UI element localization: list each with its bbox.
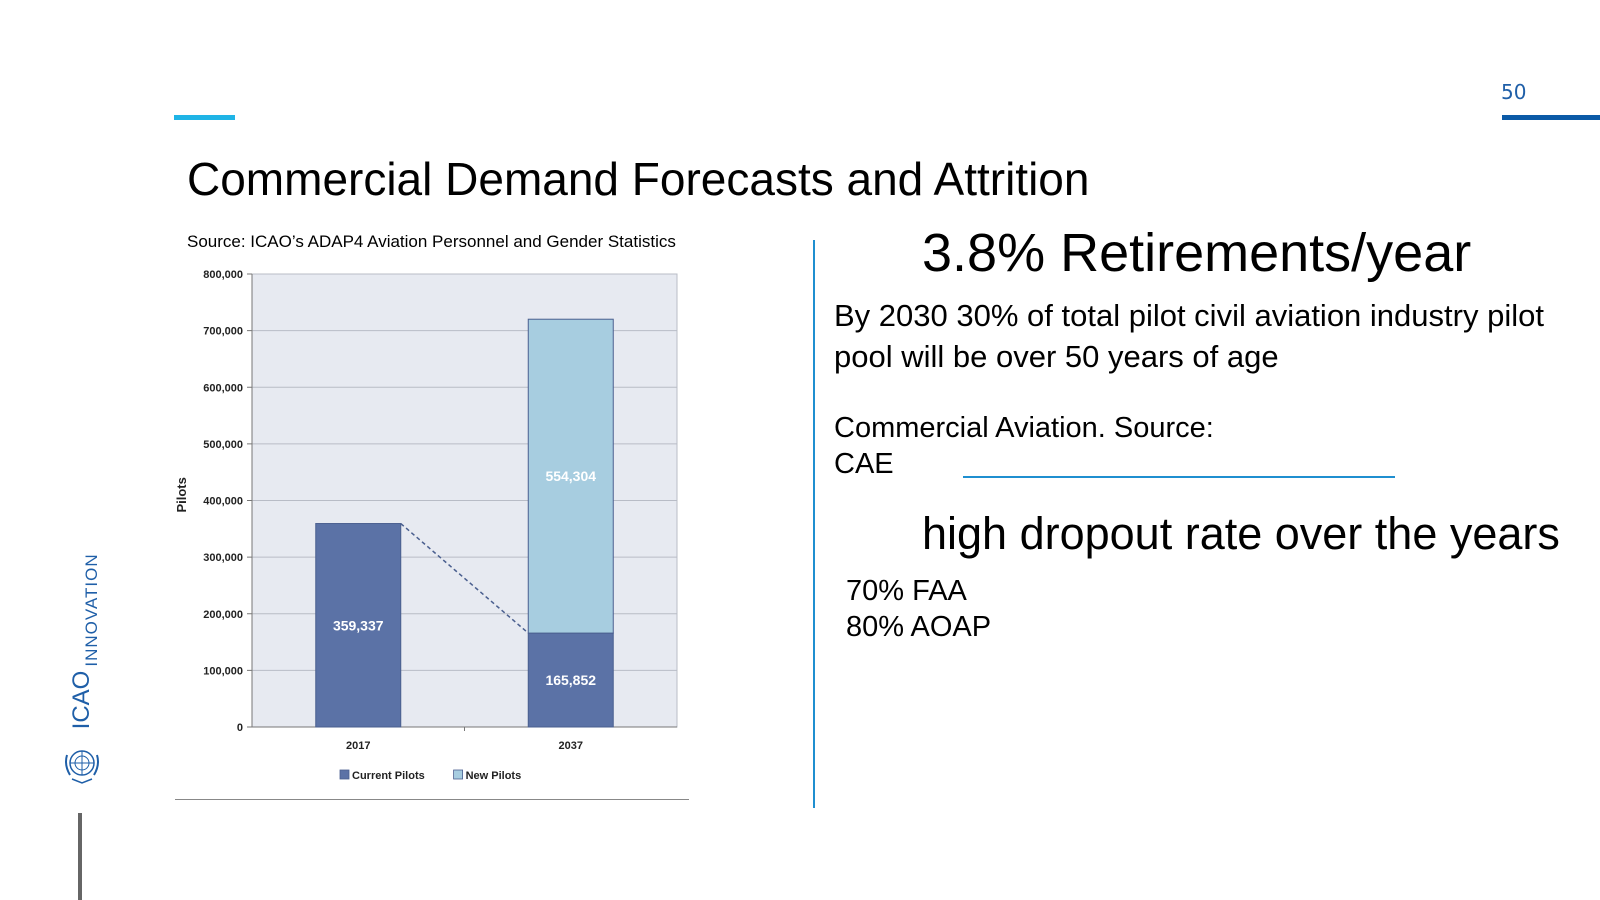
x-tick-label: 2037: [559, 740, 583, 752]
bar-current-pilots: [315, 523, 402, 728]
retirements-headline: 3.8% Retirements/year: [922, 223, 1472, 283]
y-tick-label: 500,000: [203, 439, 243, 451]
vertical-divider: [813, 240, 815, 808]
y-tick-label: 300,000: [203, 552, 243, 564]
stat-faa: 70% FAA: [846, 575, 967, 607]
data-label: 165,852: [545, 672, 596, 688]
y-tick-label: 100,000: [203, 665, 243, 677]
slide-title: Commercial Demand Forecasts and Attritio…: [187, 153, 1090, 205]
separator-line: [963, 476, 1395, 478]
legend-label: Current Pilots: [352, 770, 425, 782]
dropout-headline: high dropout rate over the years: [922, 508, 1560, 559]
y-tick-label: 700,000: [203, 326, 243, 338]
data-label: 359,337: [333, 617, 384, 633]
legend-label: New Pilots: [466, 770, 522, 782]
x-tick-label: 2017: [346, 740, 370, 752]
pilot-demand-chart: 0 100,000 200,000 300,000 400,000 500,000 600,…: [174, 269, 678, 782]
trend-connector-line: [400, 522, 529, 634]
source-statement-line-2: CAE: [834, 448, 894, 480]
y-tick-label: 400,000: [203, 496, 243, 508]
chart-source-caption: Source: ICAO’s ADAP4 Aviation Personnel …: [187, 232, 676, 251]
chart-bottom-rule: [175, 799, 689, 800]
bar-new-pilots: [527, 318, 614, 634]
sidebar-innovation-label: INNOVATION: [82, 553, 101, 667]
y-axis-label: Pilots: [174, 477, 189, 512]
y-tick-label: 600,000: [203, 382, 243, 394]
y-tick-label: 800,000: [203, 269, 243, 281]
data-label: 554,304: [545, 468, 596, 484]
stat-aoap: 80% AOAP: [846, 611, 992, 643]
y-tick-label: 200,000: [203, 609, 243, 621]
source-statement-line-1: Commercial Aviation. Source:: [834, 412, 1214, 444]
source-statement: Commercial Aviation. Source: CAE: [834, 410, 1234, 482]
legend-swatch: [339, 769, 350, 780]
icao-logo-text: ICAO: [68, 670, 95, 730]
un-emblem-icon: [65, 750, 99, 784]
dropout-stats: 70% FAA 80% AOAP: [846, 573, 991, 645]
legend-swatch: [453, 769, 464, 780]
accent-bar-right: [1502, 115, 1600, 120]
accent-bar-left: [174, 115, 235, 120]
page-number: 50: [1501, 80, 1527, 104]
age-statement: By 2030 30% of total pilot civil aviatio…: [834, 298, 1544, 374]
bar-current-pilots: [527, 632, 614, 728]
y-tick-label: 0: [237, 722, 243, 734]
sidebar-bar: [78, 813, 82, 900]
